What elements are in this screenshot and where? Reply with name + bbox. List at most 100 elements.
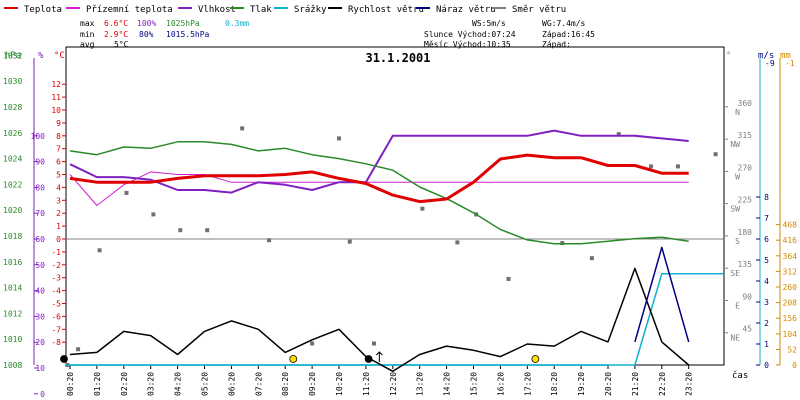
rain-tick-label: 208 [783, 299, 798, 308]
wind-direction-point [267, 238, 272, 243]
temp-tick-label: 0 [56, 235, 61, 244]
wind-direction-point [337, 136, 341, 141]
temp-tick-label: 12 [51, 80, 61, 89]
wind-direction-point [76, 347, 81, 352]
x-tick-label: 14:20 [443, 372, 452, 396]
stats-max-rain: 0.3mm [225, 19, 249, 28]
rain-tick-label: 0 [792, 361, 797, 370]
press-tick-label: 1010 [3, 335, 22, 344]
temp-tick-label: -7 [51, 325, 61, 334]
press-tick-label: 1032 [3, 51, 22, 60]
legend-wind-direction: Směr větru [512, 5, 566, 15]
wind-direction-point [371, 341, 376, 346]
temp-tick-label: 4 [56, 183, 61, 192]
stats-max-temp: 6.6°C [104, 19, 128, 28]
legend-temperature: Teplota [24, 5, 62, 15]
x-tick-label: 10:20 [335, 372, 344, 396]
hum-tick-label: 0 [40, 390, 45, 399]
x-axis-ticks: 00:20 01:20 02:20 03:20 04:20 05:20 06:20 07:20… [66, 365, 694, 396]
x-tick-label: 02:20 [120, 372, 129, 396]
press-tick-label: 1016 [3, 258, 22, 267]
temp-tick-label: -5 [51, 300, 61, 309]
hum-tick-label: 50 [35, 261, 45, 270]
dir-tick-compass: S [735, 237, 740, 246]
pressure-line [69, 141, 689, 245]
unit-dir: ° [726, 51, 731, 61]
x-tick-label: 15:20 [470, 372, 479, 396]
unit-hpa: hPa [5, 51, 21, 61]
dir-tick-degrees: 180 [738, 228, 753, 237]
unit-cas: čas [732, 370, 748, 381]
stats-max-hum: 100% [137, 19, 156, 28]
temp-tick-label: 8 [56, 132, 61, 141]
rain-tick-label: 468 [783, 221, 798, 230]
rain-tick-label: 156 [783, 314, 798, 323]
temperature-line [69, 153, 689, 204]
legend-humidity: Vlhkost [198, 5, 236, 15]
press-tick-label: 1008 [3, 361, 22, 370]
stats-max-label: max [80, 19, 95, 28]
x-tick-label: 09:20 [308, 372, 317, 396]
hum-tick-label: 90 [35, 158, 45, 167]
stats-moon-rise: Měsíc Východ:10:35 [424, 40, 511, 49]
dir-tick-compass: N [735, 108, 740, 117]
x-tick-label: 03:20 [147, 372, 156, 396]
dir-tick-degrees: 225 [738, 196, 753, 205]
wind-direction-point [240, 126, 245, 131]
dir-tick-degrees: 360 [738, 99, 753, 108]
x-tick-label: 05:20 [201, 372, 210, 396]
wind-direction-point [347, 239, 352, 244]
stats-min-temp: 2.9°C [104, 30, 128, 39]
temp-tick-label: 7 [56, 145, 61, 154]
hum-tick-label: 80 [35, 183, 45, 192]
ground-temperature-line [69, 171, 689, 206]
stats-sun-rise: Slunce Východ:07:24 [424, 30, 516, 39]
dir-tick-compass: W [735, 172, 740, 181]
wind-direction-point [151, 212, 156, 217]
press-tick-label: 1018 [3, 232, 22, 241]
x-tick-label: 16:20 [496, 372, 505, 396]
wind-direction-point [420, 206, 425, 211]
wind-tick-label: 2 [764, 319, 769, 328]
wind-tick-label: 5 [764, 256, 769, 265]
stats-sun-set: Západ:16:45 [542, 30, 595, 39]
legend-pressure: Tlak [250, 5, 272, 15]
x-tick-label: 13:20 [416, 372, 425, 396]
dir-tick-compass: SW [730, 205, 740, 214]
temp-tick-label: -6 [51, 312, 61, 321]
wind-tick-label: 6 [764, 235, 769, 244]
stats-min-hum: 80% [139, 30, 154, 39]
wind-tick-label: 7 [764, 214, 769, 223]
temp-tick-label: 3 [56, 196, 61, 205]
unit-pct: % [38, 51, 44, 61]
x-tick-label: 04:20 [174, 372, 183, 396]
dir-tick-degrees: 45 [742, 325, 752, 334]
press-tick-label: 1022 [3, 180, 22, 189]
hum-tick-label: 70 [35, 209, 45, 218]
wind-direction-point [506, 276, 511, 281]
x-tick-label: 22:20 [658, 372, 667, 396]
wind-speed-line [69, 267, 690, 373]
dir-tick-degrees: 315 [738, 131, 753, 140]
press-tick-label: 1012 [3, 309, 22, 318]
stats-min-press: 1015.5hPa [166, 30, 210, 39]
x-tick-label: 11:20 [362, 372, 371, 396]
press-tick-label: 1028 [3, 103, 22, 112]
wind-direction-point [616, 132, 621, 137]
rain-axis-top-label: -1 [785, 59, 795, 68]
event-marker [60, 355, 68, 363]
wind-direction-point [97, 248, 102, 253]
temp-tick-label: 1 [56, 222, 61, 231]
wind-direction-point [713, 152, 718, 157]
wind-direction-point [675, 164, 680, 169]
temp-tick-label: 9 [56, 119, 61, 128]
wind-direction-point [178, 228, 183, 233]
gust-line [634, 246, 690, 343]
stats: max 6.6°C 100% 1025hPa 0.3mm min 2.9°C 8… [80, 19, 595, 49]
legend-rain: Srážky [294, 5, 327, 15]
rain-tick-label: 416 [783, 236, 798, 245]
dir-tick-compass: NE [730, 334, 740, 343]
stats-max-press: 1025hPa [166, 19, 200, 28]
hum-tick-label: 60 [35, 235, 45, 244]
